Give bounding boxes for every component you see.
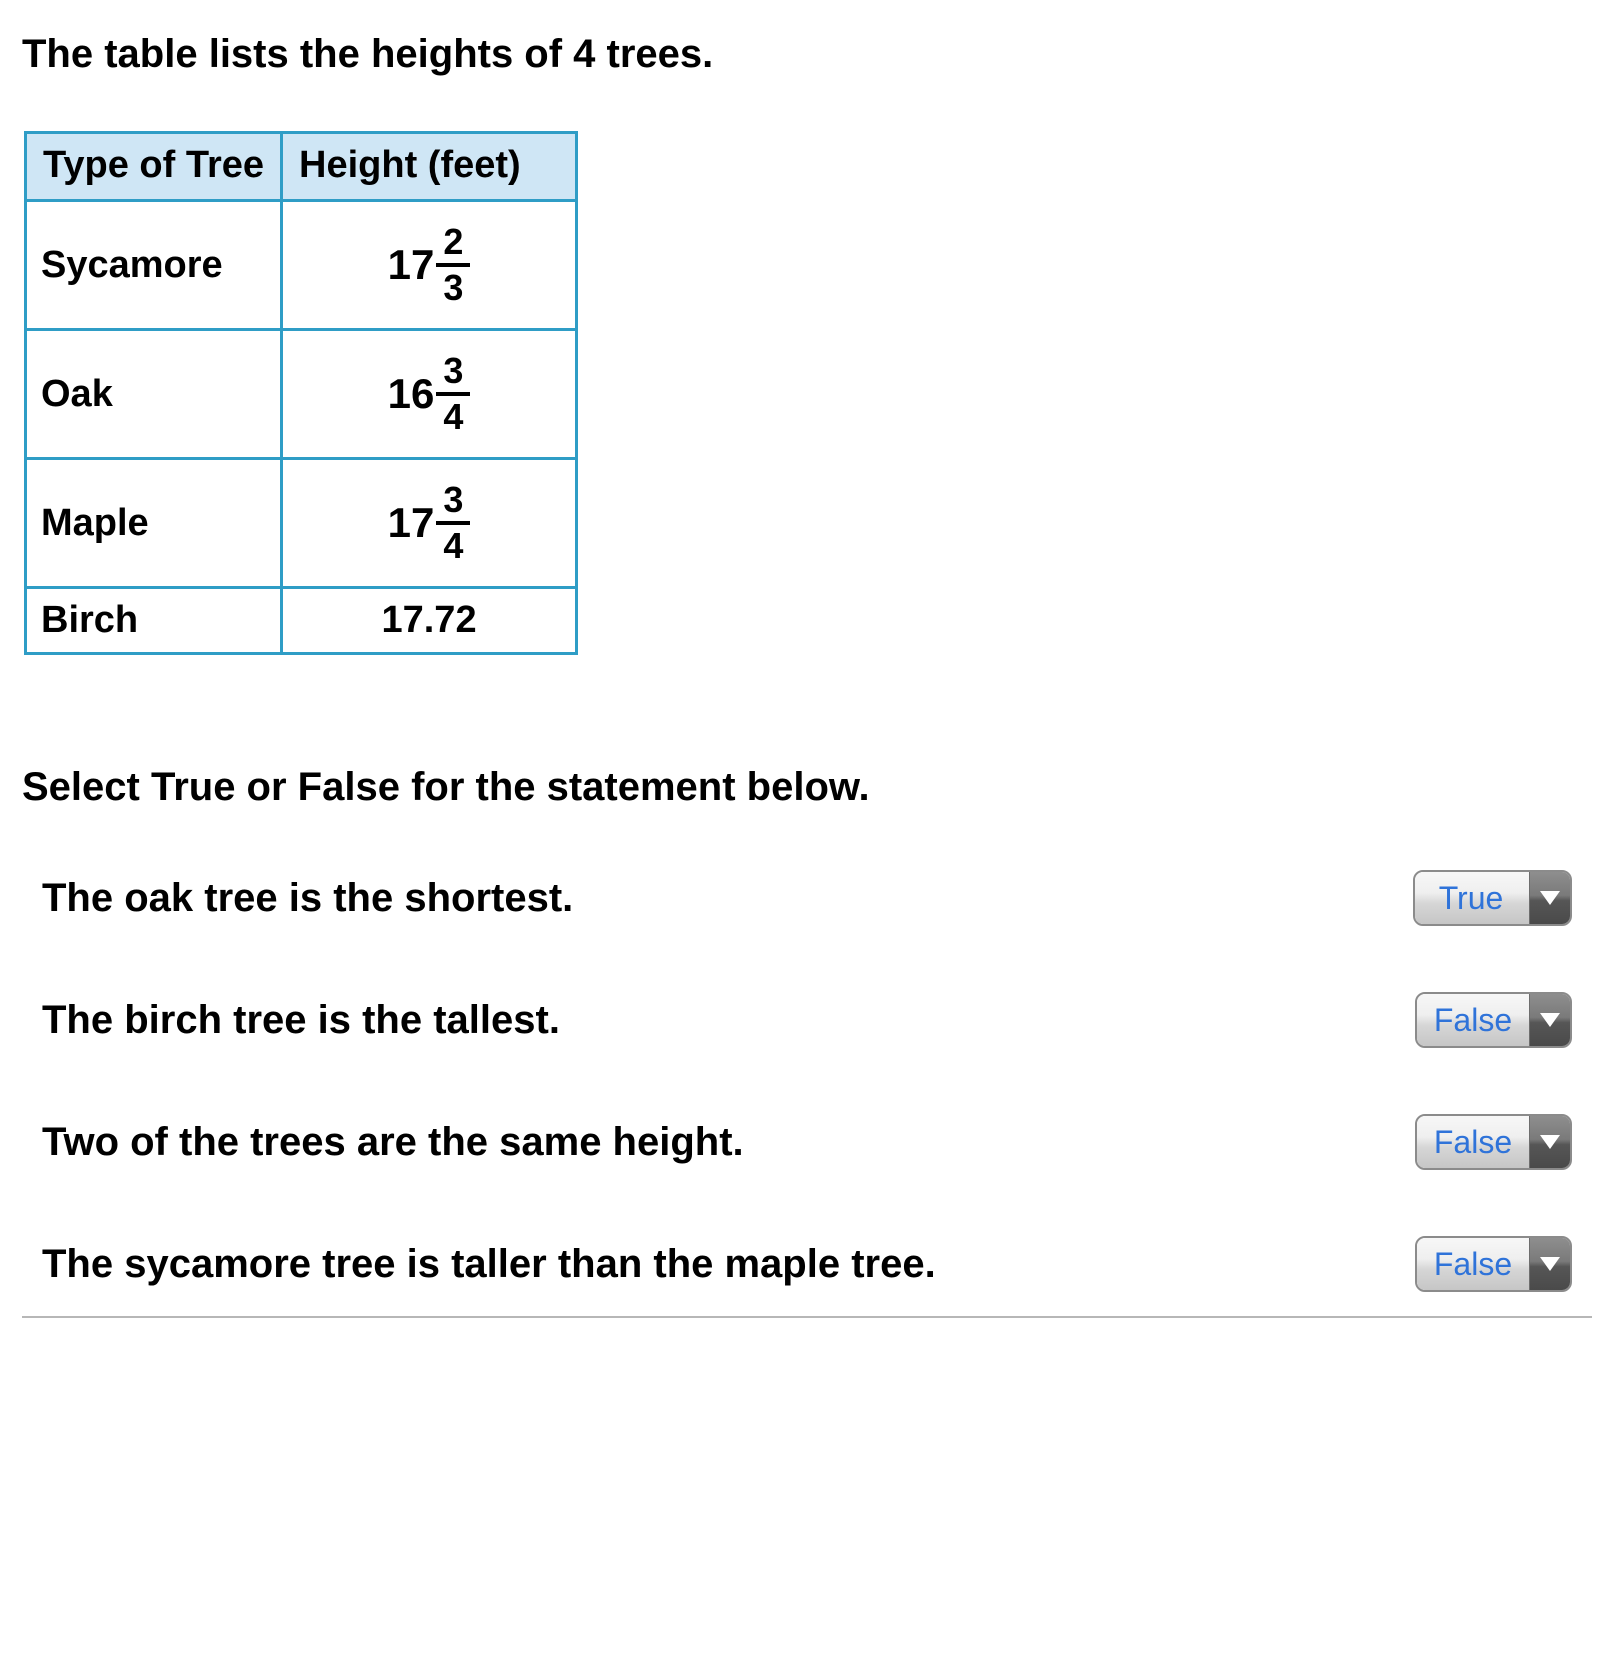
- statement-row: The sycamore tree is taller than the map…: [42, 1236, 1572, 1292]
- denominator: 4: [443, 525, 463, 564]
- dropdown-value: True: [1415, 872, 1529, 924]
- cell-tree-height: 17.72: [282, 588, 577, 654]
- prompt-text: Select True or False for the statement b…: [22, 765, 1590, 810]
- cell-tree-name: Oak: [26, 330, 282, 459]
- divider: [22, 1316, 1592, 1318]
- statement-row: The birch tree is the tallest. False: [42, 992, 1572, 1048]
- table-row: Maple 17 3 4: [26, 459, 577, 588]
- tree-height-table: Type of Tree Height (feet) Sycamore 17 2…: [24, 131, 578, 655]
- table-header-row: Type of Tree Height (feet): [26, 133, 577, 201]
- true-false-dropdown[interactable]: True: [1413, 870, 1572, 926]
- numerator: 3: [443, 353, 463, 392]
- chevron-down-icon: [1529, 1116, 1570, 1168]
- statement-text: The oak tree is the shortest.: [42, 876, 573, 921]
- statement-text: Two of the trees are the same height.: [42, 1120, 744, 1165]
- denominator: 3: [443, 267, 463, 306]
- denominator: 4: [443, 396, 463, 435]
- chevron-down-icon: [1529, 1238, 1570, 1290]
- true-false-dropdown[interactable]: False: [1415, 992, 1572, 1048]
- mixed-number: 17 3 4: [388, 482, 471, 564]
- statement-text: The birch tree is the tallest.: [42, 998, 560, 1043]
- table-row: Oak 16 3 4: [26, 330, 577, 459]
- cell-tree-name: Sycamore: [26, 201, 282, 330]
- fraction: 3 4: [436, 353, 470, 435]
- statements-list: The oak tree is the shortest. True The b…: [42, 870, 1572, 1292]
- cell-tree-name: Maple: [26, 459, 282, 588]
- cell-tree-name: Birch: [26, 588, 282, 654]
- numerator: 2: [443, 224, 463, 263]
- mixed-number: 16 3 4: [388, 353, 471, 435]
- whole-part: 17: [388, 502, 437, 544]
- whole-part: 16: [388, 373, 437, 415]
- cell-tree-height: 17 2 3: [282, 201, 577, 330]
- chevron-down-icon: [1529, 872, 1570, 924]
- mixed-number: 17 2 3: [388, 224, 471, 306]
- fraction: 3 4: [436, 482, 470, 564]
- numerator: 3: [443, 482, 463, 521]
- col-header-type: Type of Tree: [26, 133, 282, 201]
- statement-row: The oak tree is the shortest. True: [42, 870, 1572, 926]
- statement-text: The sycamore tree is taller than the map…: [42, 1242, 936, 1287]
- chevron-down-icon: [1529, 994, 1570, 1046]
- cell-tree-height: 17 3 4: [282, 459, 577, 588]
- true-false-dropdown[interactable]: False: [1415, 1236, 1572, 1292]
- col-header-height: Height (feet): [282, 133, 577, 201]
- true-false-dropdown[interactable]: False: [1415, 1114, 1572, 1170]
- dropdown-value: False: [1417, 994, 1529, 1046]
- dropdown-value: False: [1417, 1116, 1529, 1168]
- table-row: Birch 17.72: [26, 588, 577, 654]
- dropdown-value: False: [1417, 1238, 1529, 1290]
- statement-row: Two of the trees are the same height. Fa…: [42, 1114, 1572, 1170]
- table-row: Sycamore 17 2 3: [26, 201, 577, 330]
- cell-tree-height: 16 3 4: [282, 330, 577, 459]
- page: The table lists the heights of 4 trees. …: [0, 0, 1612, 1358]
- fraction: 2 3: [436, 224, 470, 306]
- whole-part: 17: [388, 244, 437, 286]
- intro-text: The table lists the heights of 4 trees.: [22, 32, 1590, 77]
